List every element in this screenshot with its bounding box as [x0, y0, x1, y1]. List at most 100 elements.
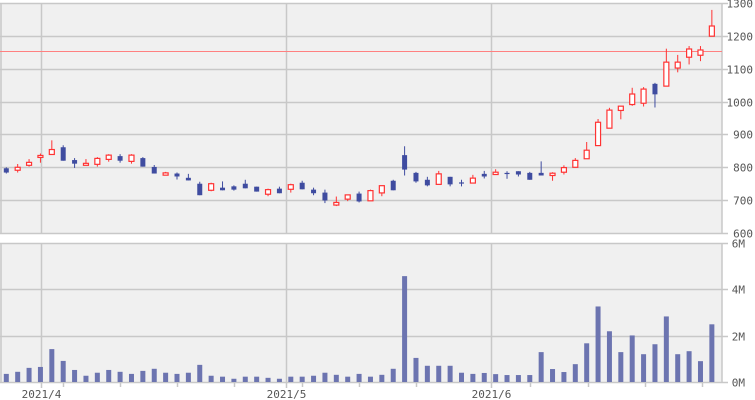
candlestick	[344, 194, 351, 202]
price-tick-label: 800	[733, 162, 753, 175]
candle-body-up	[617, 105, 624, 112]
volume-bar	[242, 376, 248, 382]
candle-body-down	[299, 182, 305, 190]
volume-bar	[459, 372, 464, 382]
candlestick	[174, 172, 180, 180]
candlestick	[617, 105, 624, 120]
candlestick	[435, 170, 442, 185]
candlestick	[231, 185, 237, 191]
candle-body-down	[515, 171, 521, 175]
candlestick	[663, 48, 670, 87]
candlestick	[459, 179, 464, 187]
candlestick	[708, 9, 715, 37]
candle-body-up	[594, 121, 602, 147]
candle-body-up	[48, 148, 55, 156]
candlestick	[82, 159, 90, 166]
candlestick	[105, 154, 112, 162]
candle-body-down	[459, 182, 464, 184]
volume-bar	[49, 349, 55, 382]
volume-bar	[697, 361, 703, 382]
volume-bar	[550, 369, 556, 382]
volume-bar	[276, 378, 282, 382]
volume-bar	[367, 376, 373, 382]
candle-body-down	[151, 166, 157, 174]
volume-bar	[538, 352, 544, 382]
candle-body-up	[674, 61, 681, 69]
candle-body-up	[82, 162, 90, 166]
candlestick	[185, 173, 191, 181]
candlestick	[606, 107, 613, 129]
candle-body-down	[276, 188, 282, 194]
candle-body-up	[128, 154, 135, 162]
candle-body-down	[220, 187, 226, 191]
candle-body-up	[492, 171, 499, 176]
candle-body-down	[254, 186, 260, 192]
volume-bar	[37, 366, 43, 382]
volume-bar	[629, 335, 635, 382]
candlestick	[322, 189, 328, 204]
candlestick	[367, 189, 374, 202]
candlestick	[504, 171, 510, 179]
candle-body-down	[197, 183, 203, 196]
volume-bar	[299, 376, 305, 382]
volume-bar	[652, 344, 658, 382]
candle-body-up	[367, 190, 374, 202]
candlestick	[25, 159, 33, 167]
candlestick	[37, 153, 44, 163]
candle-body-down	[424, 179, 430, 186]
volume-bar	[26, 367, 32, 382]
candlestick	[674, 54, 681, 73]
candlestick	[94, 157, 101, 167]
candle-body-up	[469, 177, 476, 184]
candle-body-down	[311, 189, 317, 194]
candle-body-up	[208, 183, 215, 191]
volume-bar	[345, 376, 351, 382]
volume-bar	[322, 372, 328, 382]
candle-body-down	[413, 172, 419, 182]
candle-body-up	[25, 161, 33, 166]
price-tick-label: 1300	[727, 0, 754, 11]
candlestick	[311, 187, 317, 196]
volume-bar	[402, 276, 408, 382]
candle-body-down	[390, 180, 396, 191]
candlestick	[492, 169, 499, 176]
candle-body-up	[264, 189, 272, 195]
candle-body-down	[322, 192, 328, 201]
volume-tick-label: 2M	[732, 331, 746, 344]
candlestick	[560, 165, 568, 175]
volume-bar	[72, 369, 78, 382]
volume-bar	[140, 370, 146, 382]
volume-bar	[572, 364, 578, 382]
volume-bar	[163, 372, 169, 382]
candle-body-down	[481, 173, 487, 177]
candle-body-down	[356, 193, 362, 202]
candle-body-up	[287, 184, 294, 190]
candle-body-down	[538, 172, 544, 176]
candle-body-up	[606, 109, 613, 129]
volume-bar	[413, 357, 419, 382]
volume-bar	[424, 365, 430, 382]
candlestick	[48, 140, 55, 156]
candle-body-up	[333, 201, 340, 206]
volume-panel: 0M 2M 4M 6M	[0, 238, 745, 390]
candle-body-up	[560, 167, 568, 173]
candle-body-up	[685, 48, 693, 58]
volume-bar	[436, 365, 442, 382]
candle-body-down	[402, 155, 408, 170]
candlestick	[527, 171, 533, 180]
candlestick	[264, 188, 272, 197]
candlestick	[254, 186, 260, 192]
candle-body-down	[504, 172, 510, 175]
candlestick	[629, 87, 636, 106]
candlestick	[117, 154, 123, 163]
volume-bar	[128, 373, 134, 382]
candlestick	[333, 196, 340, 207]
candlestick	[3, 167, 9, 174]
candlestick	[276, 186, 282, 194]
candle-body-up	[640, 88, 647, 104]
volume-bar	[561, 372, 567, 382]
volume-bar	[595, 306, 601, 382]
candlestick	[549, 172, 556, 181]
candle-body-down	[242, 183, 248, 189]
volume-bar	[254, 376, 260, 382]
